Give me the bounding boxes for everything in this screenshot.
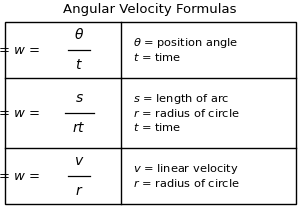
Text: $\mathit{t}$ = time: $\mathit{t}$ = time <box>133 121 181 133</box>
Text: $\mathit{r}$: $\mathit{r}$ <box>75 184 83 198</box>
Text: $\mathit{r}$ = radius of circle: $\mathit{r}$ = radius of circle <box>133 177 240 189</box>
Text: Angular Velocity Formulas: Angular Velocity Formulas <box>63 3 237 16</box>
Text: $\mathit{s}$ = length of arc: $\mathit{s}$ = length of arc <box>133 92 229 106</box>
Text: $\mathit{r}$ = radius of circle: $\mathit{r}$ = radius of circle <box>133 107 240 119</box>
Text: $\mathit{v}$ = linear velocity: $\mathit{v}$ = linear velocity <box>133 162 238 176</box>
Text: 3.) w = $w$ =: 3.) w = $w$ = <box>0 168 40 183</box>
Bar <box>4 22 296 204</box>
Text: 2.) w = $w$ =: 2.) w = $w$ = <box>0 105 40 120</box>
Text: 1.) w = $w$ =: 1.) w = $w$ = <box>0 42 40 58</box>
Text: $\mathit{t}$: $\mathit{t}$ <box>75 58 83 72</box>
Text: $\mathit{v}$: $\mathit{v}$ <box>74 154 84 168</box>
Text: $\mathit{t}$ = time: $\mathit{t}$ = time <box>133 51 181 63</box>
Text: $\mathit{rt}$: $\mathit{rt}$ <box>72 121 86 135</box>
Text: $\theta$ = position angle: $\theta$ = position angle <box>133 36 238 50</box>
Text: $\mathit{s}$: $\mathit{s}$ <box>75 91 84 105</box>
Text: $\theta$: $\theta$ <box>74 27 84 42</box>
